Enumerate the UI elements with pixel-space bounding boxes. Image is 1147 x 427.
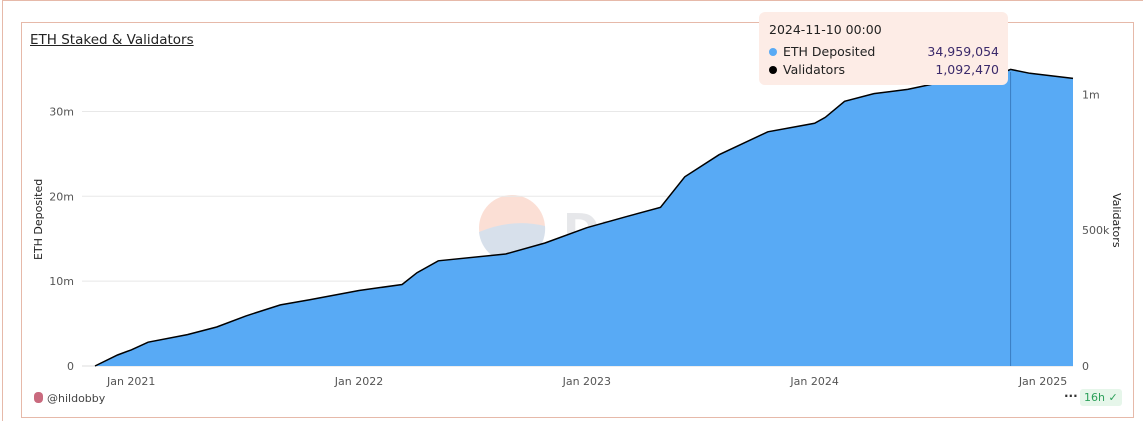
- avatar: [34, 392, 43, 403]
- x-tick-label: Jan 2023: [562, 375, 611, 388]
- y-axis-left-label: ETH Deposited: [32, 179, 45, 260]
- x-tick-label: Jan 2024: [789, 375, 838, 388]
- y-right-tick-label: 0: [1082, 360, 1089, 373]
- author-link[interactable]: @hildobby: [34, 392, 105, 405]
- tooltip-row-validators: Validators 1,092,470: [769, 62, 999, 80]
- x-tick-label: Jan 2021: [106, 375, 155, 388]
- y-left-tick-label: 10m: [49, 275, 74, 288]
- tooltip-label: Validators: [783, 62, 845, 77]
- eth-legend-dot-icon: [769, 48, 777, 56]
- more-options-button[interactable]: ···: [1064, 389, 1078, 403]
- tooltip-value: 1,092,470: [935, 62, 999, 77]
- freshness-text: 16h: [1084, 391, 1105, 404]
- tooltip-row-eth: ETH Deposited 34,959,054: [769, 44, 999, 62]
- chart-title[interactable]: ETH Staked & Validators: [30, 32, 194, 48]
- tooltip-date: 2024-11-10 00:00: [769, 22, 882, 37]
- eth-deposited-area: [95, 69, 1073, 367]
- author-name: @hildobby: [47, 392, 106, 405]
- x-tick-label: Jan 2025: [1018, 375, 1067, 388]
- y-left-tick-label: 30m: [49, 105, 74, 118]
- y-left-tick-label: 0: [67, 360, 74, 373]
- chart-tooltip: 2024-11-10 00:00 ETH Deposited 34,959,05…: [759, 12, 1008, 85]
- y-left-tick-label: 20m: [49, 190, 74, 203]
- validators-legend-dot-icon: [769, 66, 777, 74]
- tooltip-label: ETH Deposited: [783, 44, 876, 59]
- y-axis-right-label: Validators: [1110, 193, 1123, 248]
- y-right-tick-label: 500k: [1082, 224, 1110, 237]
- tooltip-value: 34,959,054: [927, 44, 999, 59]
- x-tick-label: Jan 2022: [334, 375, 383, 388]
- freshness-badge[interactable]: 16h ✓: [1080, 389, 1122, 406]
- y-right-tick-label: 1m: [1082, 88, 1100, 101]
- check-circle-icon: ✓: [1108, 391, 1118, 404]
